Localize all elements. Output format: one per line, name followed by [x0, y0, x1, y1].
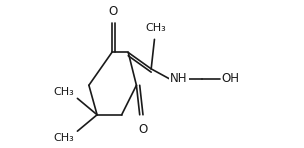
Text: NH: NH: [170, 72, 188, 85]
Text: CH₃: CH₃: [146, 23, 167, 33]
Text: OH: OH: [222, 72, 240, 85]
Text: O: O: [109, 5, 118, 18]
Text: CH₃: CH₃: [54, 133, 74, 143]
Text: O: O: [138, 123, 148, 136]
Text: CH₃: CH₃: [54, 87, 74, 97]
